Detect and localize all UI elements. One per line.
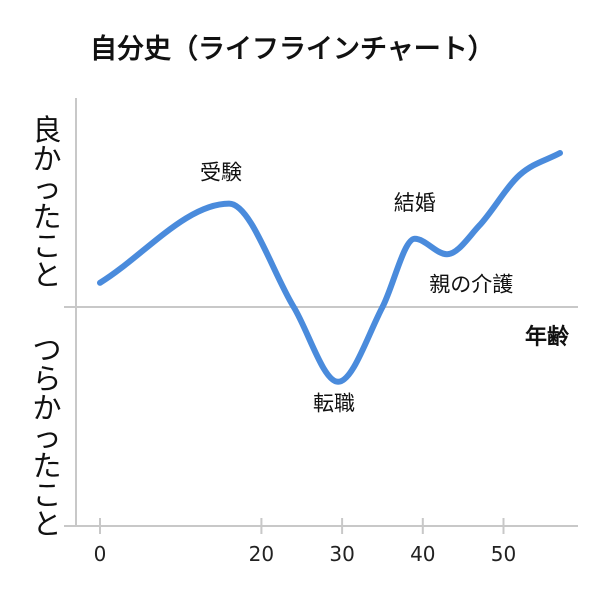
y-label-glyph: ら — [32, 362, 61, 396]
x-tick-label: 50 — [491, 542, 516, 566]
x-tick-label: 30 — [329, 542, 354, 566]
chart-title: 自分史（ライフラインチャート） — [90, 33, 495, 65]
y-label-glyph: か — [32, 391, 61, 425]
annotation-label: 転職 — [313, 391, 355, 415]
annotation-label: 受験 — [200, 160, 242, 184]
y-label-glyph: と — [32, 507, 61, 541]
x-tick-label: 0 — [94, 542, 107, 566]
annotation-label: 結婚 — [394, 191, 436, 215]
x-tick-label: 40 — [410, 542, 435, 566]
series-group — [97, 150, 563, 385]
y-label-negative: つらかったこと — [32, 333, 61, 541]
ylabel-top-group-text: 良かったこと — [32, 113, 61, 292]
y-label-positive: 良かったこと — [32, 113, 61, 292]
y-label-glyph: っ — [32, 420, 61, 454]
x-axis-ticks: 0 20 30 40 50 — [94, 518, 516, 566]
y-label-glyph: た — [32, 449, 61, 483]
y-label-glyph: と — [32, 258, 61, 292]
x-axis-label: 年齢 — [525, 324, 570, 350]
y-label-glyph: か — [32, 142, 61, 176]
series-line — [97, 150, 563, 385]
y-label-glyph: 良 — [32, 113, 61, 147]
y-label-glyph: こ — [32, 229, 61, 263]
y-label-glyph: っ — [32, 171, 61, 205]
x-tick-label: 20 — [249, 542, 274, 566]
ylabel-bottom-group-text: つらかったこと — [32, 333, 61, 541]
y-label-glyph: こ — [32, 478, 61, 512]
y-label-glyph: た — [32, 200, 61, 234]
y-label-glyph: つ — [32, 333, 61, 367]
annotation-label: 親の介護 — [429, 273, 513, 297]
